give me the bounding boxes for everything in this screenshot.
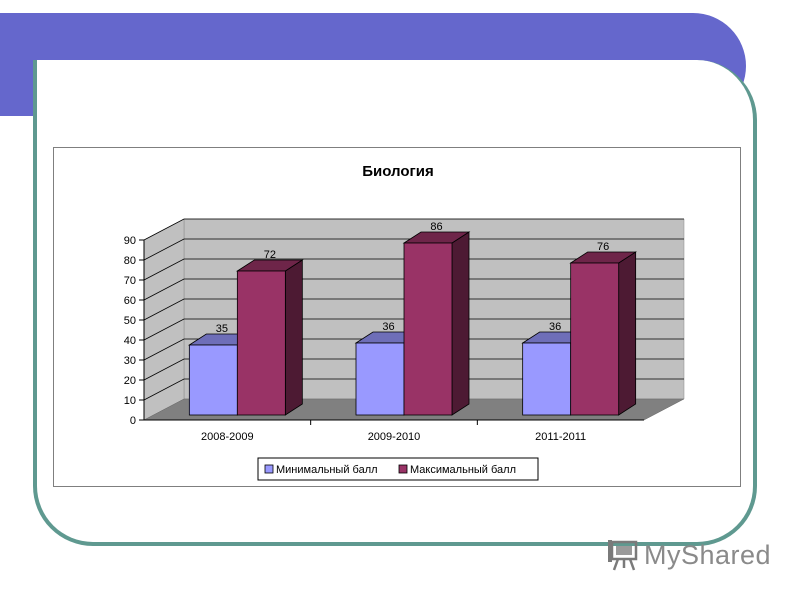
bar	[403, 242, 453, 416]
bar	[188, 344, 238, 416]
bar	[355, 342, 405, 416]
gridline	[143, 318, 684, 341]
bar	[236, 270, 286, 416]
bar-side	[284, 259, 303, 416]
legend-label: Максимальный балл	[410, 464, 516, 476]
gridline	[143, 298, 684, 321]
gridline	[143, 358, 684, 381]
y-tick-label: 60	[124, 295, 136, 307]
x-tick-label: 2008-2009	[201, 431, 254, 443]
y-tick-label: 70	[124, 275, 136, 287]
x-tick-label: 2009-2010	[368, 431, 421, 443]
myshared-logo: MyShared	[606, 538, 771, 574]
legend-label: Минимальный балл	[276, 464, 378, 476]
data-label: 72	[264, 249, 276, 261]
y-tick-label: 40	[124, 335, 136, 347]
y-tick-label: 20	[124, 375, 136, 387]
bar-chart: Биология 0 10 20 30 40 50 60 70 80 90 2008-2009 35 72…	[124, 163, 685, 481]
bar-side	[451, 231, 470, 416]
x-tick-label: 2011-2011	[535, 431, 586, 443]
y-tick-label: 90	[124, 235, 136, 247]
legend-swatch	[264, 464, 274, 474]
bar	[522, 342, 572, 416]
legend	[257, 457, 539, 481]
y-tick-label: 0	[130, 415, 136, 427]
chart-title: Биология	[362, 163, 434, 180]
gridline	[143, 338, 684, 361]
projector-icon	[608, 540, 638, 571]
bar-side	[618, 251, 637, 416]
gridline	[143, 278, 684, 301]
y-tick-label: 80	[124, 255, 136, 267]
data-label: 36	[549, 321, 561, 333]
legend-swatch	[398, 464, 408, 474]
gridline	[143, 238, 684, 261]
y-tick-label: 30	[124, 355, 136, 367]
data-label: 35	[216, 323, 228, 335]
data-label: 76	[597, 241, 609, 253]
gridline	[143, 218, 684, 241]
gridline	[143, 378, 684, 401]
logo-text: MyShared	[644, 540, 772, 570]
data-label: 36	[382, 321, 394, 333]
bar	[570, 262, 620, 416]
y-tick-label: 50	[124, 315, 136, 327]
y-tick-label: 10	[124, 395, 136, 407]
chart-area: Биология 0 10 20 30 40 50 60 70 80 90 2008-2009 35 72…	[53, 147, 741, 487]
data-label: 86	[430, 221, 442, 233]
gridline	[143, 258, 684, 281]
